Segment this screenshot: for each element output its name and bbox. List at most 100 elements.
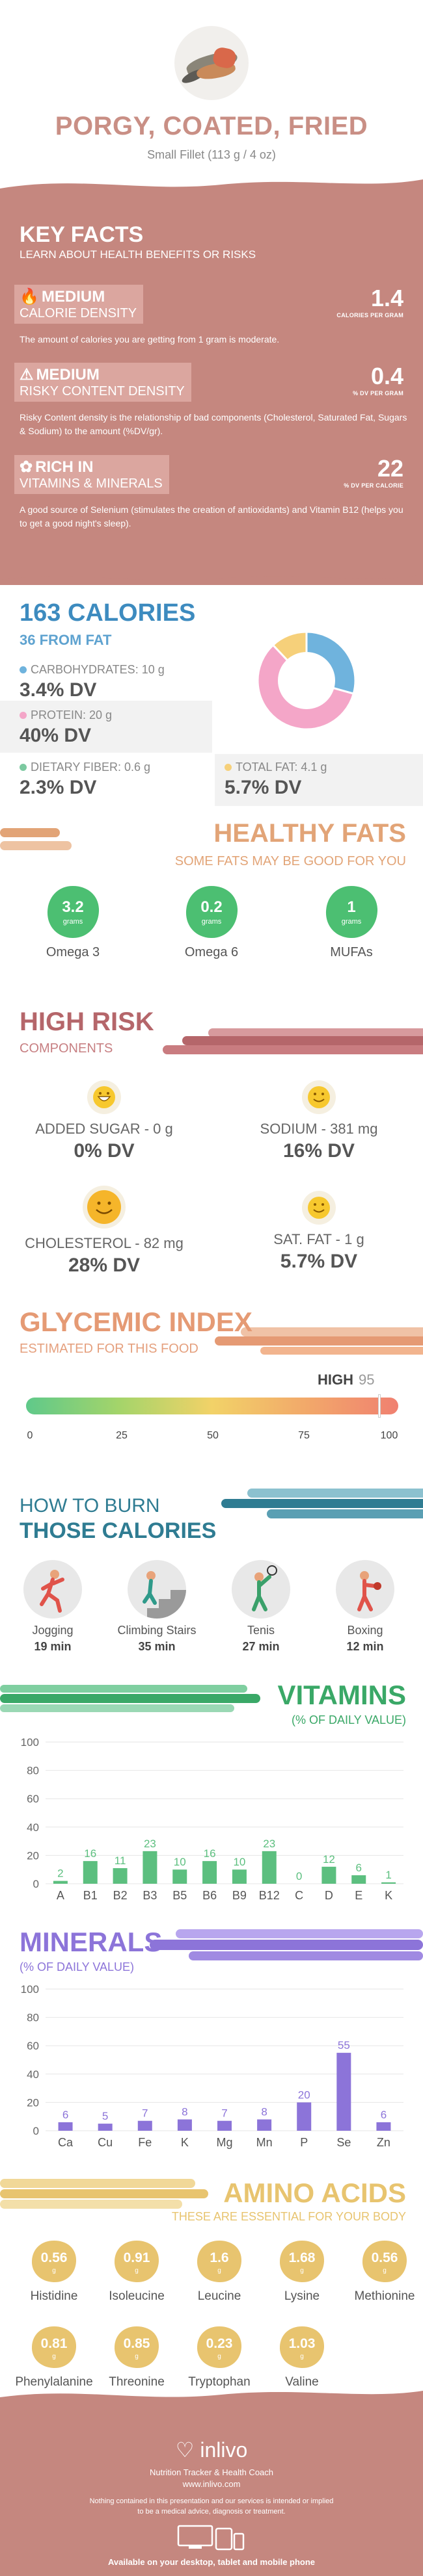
vitamins-bar-chart: 0204060801002A16B111B223B310B516B610B923… [21,1736,403,1902]
amino-name: Histidine [30,2289,78,2303]
x-tick-label: Ca [58,2136,74,2149]
amino-value: 1.03 [288,2336,316,2351]
footer: ♡ inlivo Nutrition Tracker & Health Coac… [0,2391,423,2576]
glycemic-level: HIGH 95 [318,1372,374,1388]
amino-acids-subtitle: THESE ARE ESSENTIAL FOR YOUR BODY [171,2210,406,2223]
activity-jogging: Jogging 19 min [4,1560,102,1654]
minerals-title: MINERALS [20,1927,163,1957]
risky-content-desc: Risky Content density is the relationshi… [20,412,407,436]
key-facts-section: KEY FACTS LEARN ABOUT HEALTH BENEFITS OR… [0,179,423,585]
vitamins-title: VITAMINS [277,1680,406,1710]
omega3-value: 3.2 [62,898,84,916]
jogging-minutes: 19 min [34,1640,72,1653]
amino-name: Valine [285,2375,319,2389]
glycemic-marker [378,1394,381,1418]
burn-title-1: HOW TO BURN [20,1495,160,1516]
amino-value: 0.91 [123,2250,150,2265]
amino-name: Leucine [197,2289,241,2303]
y-tick-label: 0 [33,2125,39,2137]
gi-tick: 0 [27,1430,33,1441]
x-tick-label: A [57,1889,64,1902]
bar-b5 [172,1869,187,1884]
macro-protein: PROTEIN: 20 g 40% DV [20,709,112,747]
bar-cu [98,2124,113,2131]
amino-badge: 0.85 g [112,2324,161,2370]
high-risk-subtitle: COMPONENTS [20,1041,113,1056]
amino-unit: g [217,2353,221,2360]
amino-acids-title: AMINO ACIDS [223,2178,406,2208]
macro-fiber: DIETARY FIBER: 0.6 g 2.3% DV [20,761,150,799]
calories-section: 163 CALORIES 36 FROM FAT CARBOHYDRATES: … [0,585,423,806]
vitamins-unit: % DV PER CALORIE [344,482,403,489]
x-tick-label: Zn [377,2136,390,2149]
y-tick-label: 20 [27,2096,39,2109]
smile-face-icon [83,1186,126,1229]
fiber-label: DIETARY FIBER: 0.6 g [31,761,151,774]
boxing-icon [336,1560,394,1619]
omega3-name: Omega 3 [46,945,100,959]
x-tick-label: Fe [138,2136,152,2149]
fat-item-mufas: 1 grams MUFAs [306,884,397,960]
y-tick-label: 0 [33,1878,39,1890]
x-tick-label: E [355,1889,362,1902]
calories-from-fat: 36 FROM FAT [20,632,112,648]
y-tick-label: 100 [21,1736,39,1749]
footer-disclaimer-2: to be a medical advice, diagnosis or tre… [137,2508,286,2516]
vitamins-decor [0,1685,260,1712]
flame-icon: 🔥 [20,288,39,306]
calories-title: 163 CALORIES [20,599,196,627]
x-tick-label: P [300,2136,308,2149]
gi-tick: 75 [298,1430,310,1441]
amino-unit: g [217,2267,221,2274]
vitamins-label: VITAMINS & MINERALS [20,476,163,491]
y-tick-label: 60 [27,1793,39,1805]
boxing-name: Boxing [347,1624,383,1637]
calorie-density-value: 1.4 [370,285,403,311]
bar-value-label: 10 [233,1856,245,1868]
y-tick-label: 100 [21,1983,39,1996]
gi-tick: 50 [207,1430,219,1441]
tennis-name: Tenis [247,1624,275,1637]
amino-badge: 0.23 g [195,2324,244,2370]
x-tick-label: Cu [98,2136,113,2149]
fat-dv: 5.7% DV [225,777,302,798]
leaf-icon: ✿ [20,458,33,476]
smile-face-icon [302,1191,336,1225]
bar-value-label: 0 [296,1870,302,1882]
x-tick-label: B2 [113,1889,128,1902]
glycemic-decor [215,1327,423,1355]
glycemic-level-label: HIGH [318,1372,353,1388]
calorie-density-level: MEDIUM [41,287,105,306]
amino-item-threonine: 0.85 g Threonine [94,2324,179,2389]
burn-title-2: THOSE CALORIES [20,1518,217,1543]
sat-fat-label: SAT. FAT - 1 g [273,1231,364,1247]
fats-decor [0,828,72,850]
omega3-unit: grams [62,918,83,926]
gi-tick: 100 [380,1430,398,1441]
bar-value-label: 1 [385,1869,391,1881]
macro-donut-chart [256,631,357,731]
glycemic-title: GLYCEMIC INDEX [20,1307,252,1337]
amino-unit: g [300,2353,304,2360]
bar-se [336,2053,351,2131]
footer-url[interactable]: www.inlivo.com [182,2479,241,2489]
risk-decor [163,1028,423,1054]
serving-size: Small Fillet (113 g / 4 oz) [147,148,276,161]
happy-face-icon [87,1080,121,1114]
bar-value-label: 6 [62,2109,68,2121]
glycemic-value: 95 [359,1372,375,1388]
risk-sat-fat: SAT. FAT - 1 g 5.7% DV [221,1190,416,1273]
burn-calories-section: HOW TO BURN THOSE CALORIES Jogging 19 mi… [0,1482,423,1677]
fat-item-omega3: 3.2 grams Omega 3 [27,884,118,960]
smile-face-icon [302,1080,336,1114]
calorie-density-desc: The amount of calories you are getting f… [20,334,280,345]
bar-a [53,1880,68,1884]
amino-unit: g [300,2267,304,2274]
sat-fat-dv: 5.7% DV [280,1251,358,1272]
risky-content-value: 0.4 [370,363,403,389]
x-tick-label: C [295,1889,303,1902]
amino-value: 0.56 [371,2250,398,2265]
mufas-unit: grams [341,918,362,926]
risk-cholesterol: CHOLESTEROL - 82 mg 28% DV [7,1184,202,1277]
bar-value-label: 16 [84,1847,96,1860]
